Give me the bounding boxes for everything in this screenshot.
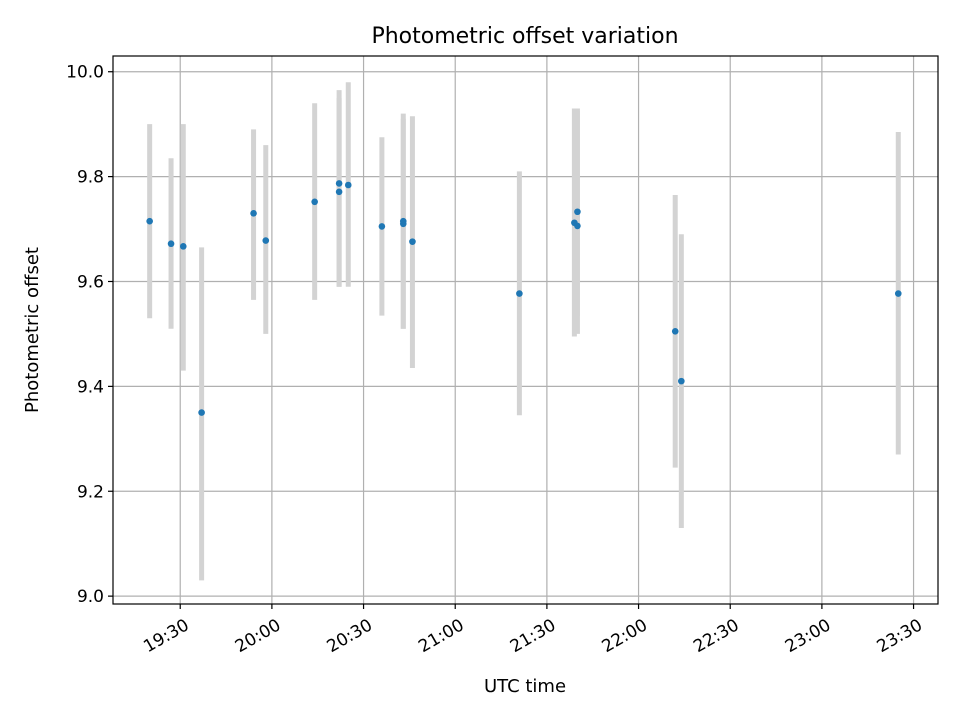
data-point	[179, 243, 187, 250]
x-tick-label: 23:30	[874, 615, 926, 657]
chart-title: Photometric offset variation	[371, 24, 678, 49]
y-axis-label: Photometric offset	[22, 247, 43, 413]
x-tick-label: 20:30	[324, 615, 376, 657]
data-point	[894, 290, 902, 297]
x-tick-label: 22:30	[690, 615, 742, 657]
data-point	[678, 377, 685, 385]
y-tick-label: 9.2	[77, 482, 104, 502]
data-point	[574, 222, 581, 230]
ticks: 19:30 20:00 20:30 21:00 21:30 22:00 22:30 23:00…	[66, 63, 926, 657]
x-tick-label: 19:30	[140, 615, 192, 657]
data-point	[378, 223, 386, 230]
data-point	[167, 240, 175, 248]
x-axis-label: UTC time	[484, 676, 566, 697]
data-point	[146, 217, 153, 225]
x-tick-label: 22:00	[599, 615, 651, 657]
data-point	[262, 237, 270, 244]
data-point	[399, 220, 407, 228]
plot-frame	[112, 55, 939, 605]
data-point	[335, 188, 343, 196]
data-point	[671, 328, 679, 335]
y-tick-label: 9.8	[77, 168, 104, 188]
data-point	[335, 180, 343, 187]
data-point	[516, 290, 523, 297]
y-tick-label: 9.4	[77, 377, 104, 397]
data-point	[198, 409, 205, 416]
data-points	[146, 180, 902, 416]
data-point	[344, 181, 352, 189]
data-point	[311, 198, 318, 206]
data-point	[574, 208, 581, 216]
y-tick-label: 9.6	[77, 272, 104, 292]
x-tick-label: 20:00	[232, 615, 284, 657]
error-bars	[147, 82, 901, 581]
grid	[113, 56, 938, 604]
x-tick-label: 21:30	[507, 615, 559, 657]
x-tick-label: 21:00	[415, 615, 467, 657]
y-tick-label: 10.0	[66, 63, 104, 83]
data-point	[409, 238, 416, 245]
data-point	[250, 210, 257, 217]
x-tick-label: 23:00	[782, 615, 834, 657]
y-tick-label: 9.0	[77, 587, 104, 607]
